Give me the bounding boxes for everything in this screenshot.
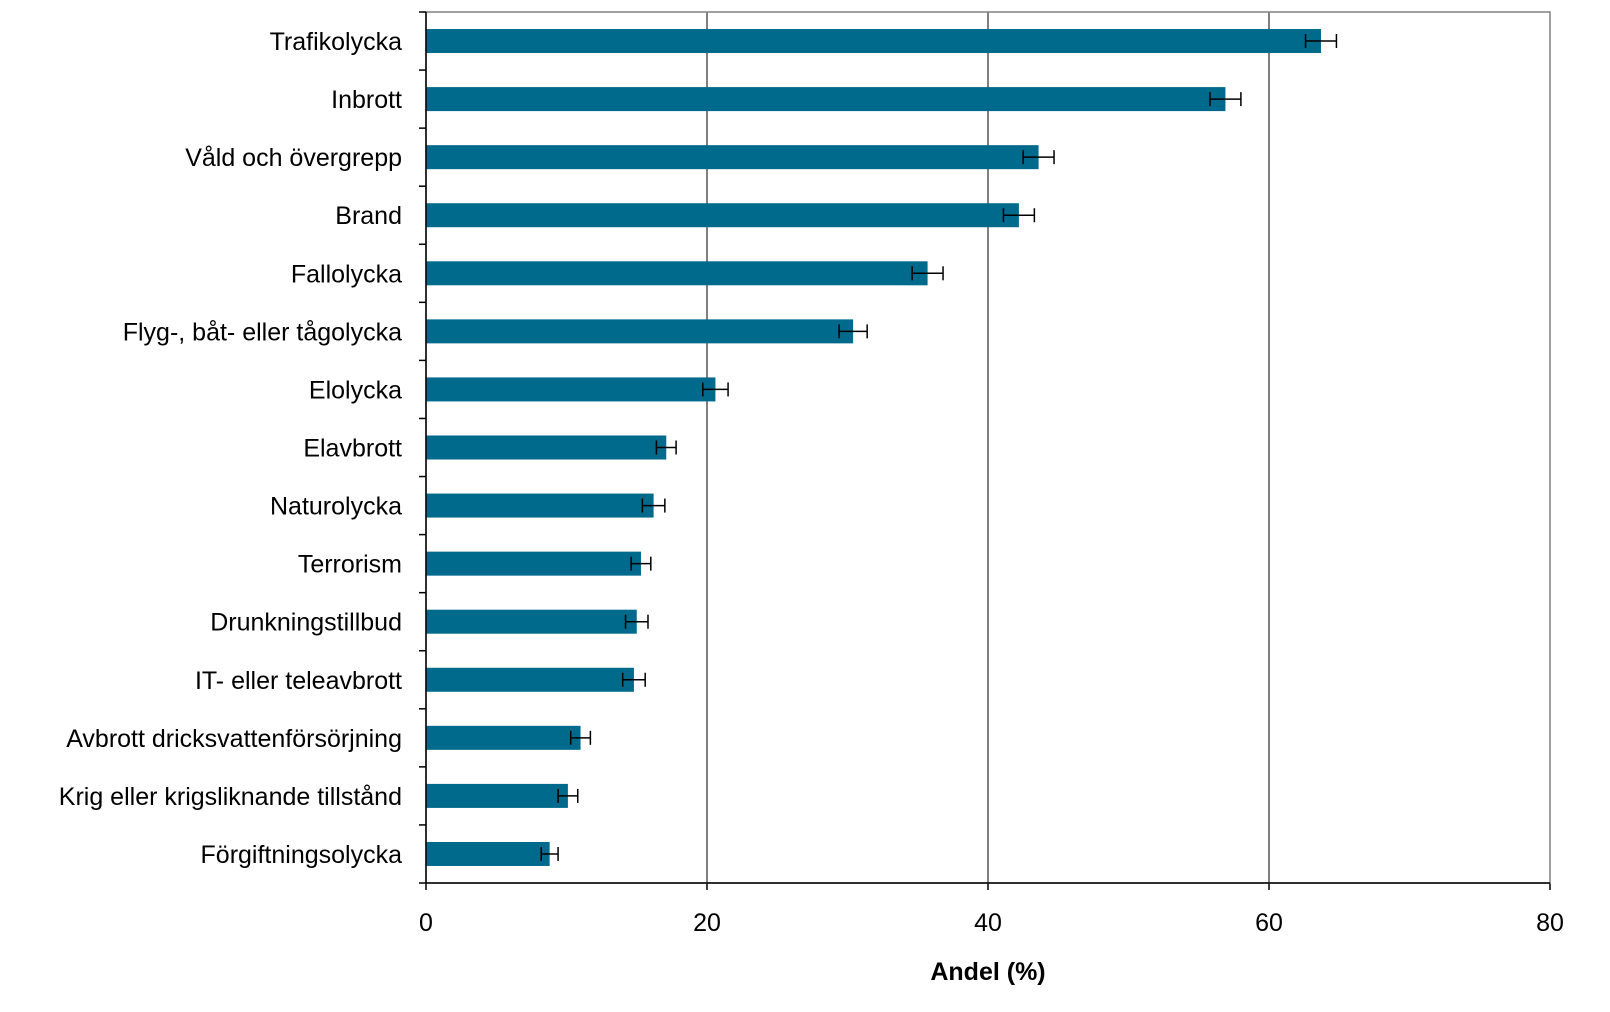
bar bbox=[426, 725, 581, 750]
category-label: Elavbrott bbox=[303, 435, 402, 463]
bar bbox=[426, 493, 654, 518]
x-tick-label: 0 bbox=[419, 909, 433, 937]
category-label: Flyg-, båt- eller tågolycka bbox=[123, 318, 402, 346]
category-label: Trafikolycka bbox=[270, 28, 403, 56]
bar bbox=[426, 783, 568, 808]
bars bbox=[426, 29, 1321, 866]
category-label: Förgiftningsolycka bbox=[201, 841, 403, 869]
category-label: Fallolycka bbox=[291, 260, 402, 288]
bar bbox=[426, 29, 1321, 54]
bar bbox=[426, 87, 1226, 112]
category-label: Drunkningstillbud bbox=[210, 609, 402, 637]
category-label: Brand bbox=[335, 202, 402, 230]
x-tick-label: 20 bbox=[693, 909, 721, 937]
x-axis-title: Andel (%) bbox=[930, 958, 1045, 986]
x-tick-label: 40 bbox=[974, 909, 1002, 937]
category-label: Inbrott bbox=[331, 86, 402, 114]
axes bbox=[419, 11, 1550, 884]
bar bbox=[426, 667, 634, 692]
category-label: Avbrott dricksvattenförsörjning bbox=[66, 725, 402, 753]
bar bbox=[426, 145, 1039, 170]
category-labels: Trafikolycka Inbrott Våld och övergrepp Bra… bbox=[59, 28, 402, 869]
error-bars bbox=[540, 34, 1338, 861]
bar bbox=[426, 203, 1019, 228]
category-label: Terrorism bbox=[298, 551, 402, 579]
bar bbox=[426, 261, 928, 286]
bar bbox=[426, 377, 716, 402]
category-label: IT- eller teleavbrott bbox=[195, 667, 402, 695]
category-label: Våld och övergrepp bbox=[185, 144, 402, 172]
x-tick-label: 80 bbox=[1536, 909, 1564, 937]
bar bbox=[426, 841, 550, 866]
category-label: Elolycka bbox=[309, 376, 402, 404]
bar bbox=[426, 551, 641, 576]
bar bbox=[426, 609, 637, 634]
bar bbox=[426, 319, 854, 344]
category-label: Naturolycka bbox=[270, 493, 402, 521]
category-label: Krig eller krigsliknande tillstånd bbox=[59, 783, 402, 811]
bar bbox=[426, 435, 667, 460]
x-tick-label: 60 bbox=[1255, 909, 1283, 937]
x-tick-labels: 0 20 40 60 80 bbox=[419, 909, 1564, 937]
